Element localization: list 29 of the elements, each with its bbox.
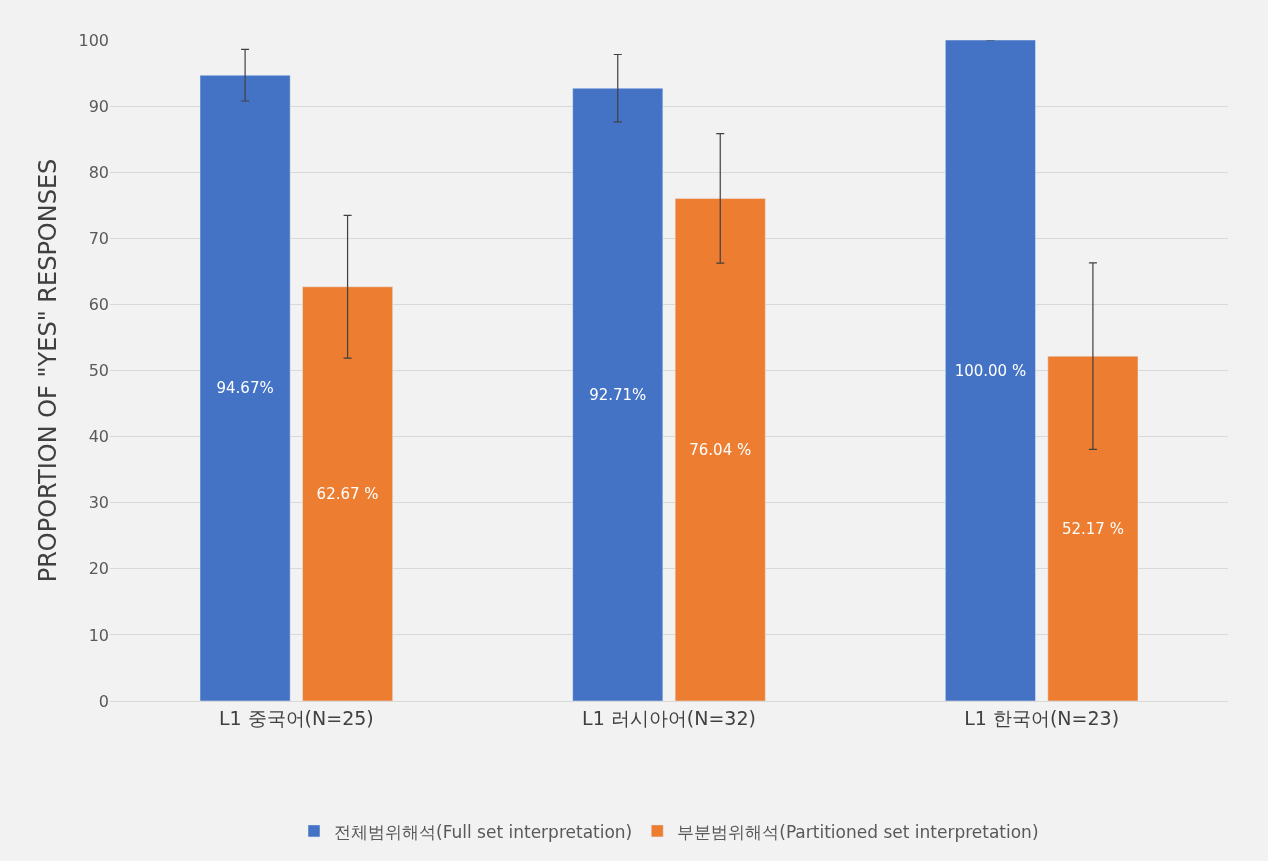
y-tick-label: 60: [88, 295, 109, 314]
bar: [674, 198, 766, 701]
y-tick-label: 0: [98, 691, 109, 711]
x-tick-label: L1 한국어(N=23): [964, 706, 1120, 729]
x-tick-label: L1 러시아어(N=32): [582, 706, 756, 729]
data-label: 92.71%: [589, 385, 647, 404]
bar: [1047, 355, 1139, 701]
data-label: 94.67%: [216, 379, 274, 398]
data-label: 62.67 %: [316, 484, 379, 503]
y-tick-label: 80: [88, 162, 109, 182]
bar: [302, 286, 393, 701]
bar: [945, 40, 1036, 701]
legend-label: 부분범위해석(Partitioned set interpretation): [677, 821, 1039, 842]
y-tick-label: 50: [88, 361, 109, 381]
y-tick-label: 40: [88, 427, 109, 447]
y-tick-label: 20: [88, 559, 109, 579]
y-tick-label: 30: [88, 493, 109, 513]
data-label: 76.04 %: [689, 440, 752, 459]
y-tick-label: 10: [88, 625, 109, 645]
y-tick-label: 100: [78, 30, 109, 50]
bar: [572, 87, 664, 701]
data-label: 52.17 %: [1061, 519, 1124, 538]
data-label: 100.00 %: [954, 361, 1027, 380]
bar: [199, 74, 291, 701]
y-tick-label: 90: [88, 96, 109, 116]
y-axis-title: PROPORTION OF "YES" RESPONSES: [33, 158, 62, 583]
x-tick-label: L1 중국어(N=25): [218, 706, 374, 729]
y-tick-label: 70: [88, 228, 109, 248]
legend-label: 전체범위해석(Full set interpretation): [334, 821, 633, 842]
